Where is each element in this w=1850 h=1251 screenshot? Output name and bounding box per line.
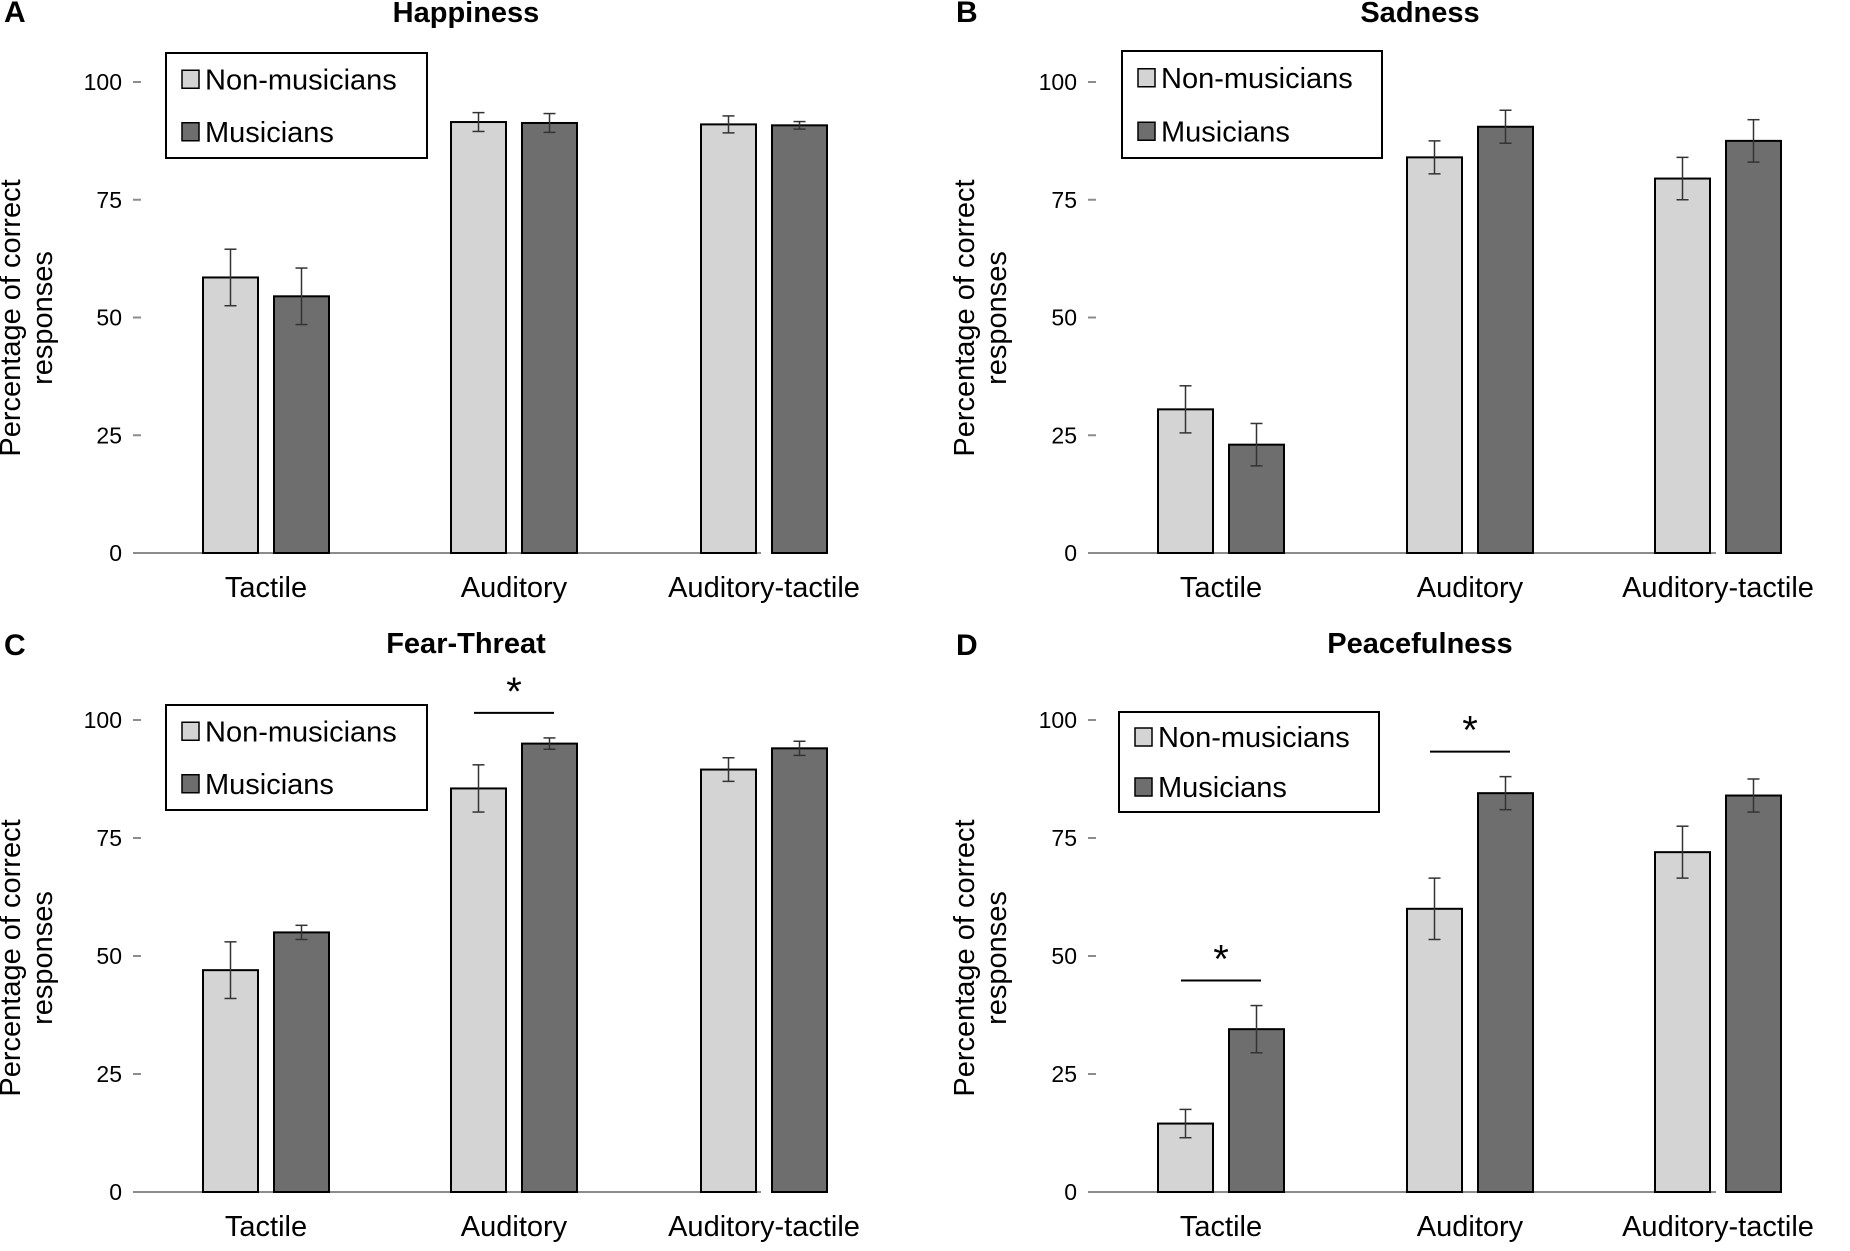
bar-musicians [771, 747, 828, 1193]
y-axis-label: Percentage of correctresponses [0, 179, 59, 456]
y-axis-label: Percentage of correctresponses [949, 179, 1013, 456]
y-tick-label: 75 [96, 825, 122, 851]
y-axis-label-line-2: responses [981, 891, 1013, 1025]
x-category-label: Auditory-tactile [1622, 1211, 1814, 1243]
bar-non-musicians [1406, 156, 1463, 555]
bar-non-musicians [1654, 851, 1711, 1193]
y-tick-label: 100 [1039, 707, 1077, 733]
y-tick-label: 0 [1064, 540, 1077, 566]
bar-non-musicians [700, 123, 757, 554]
y-tick-label: 75 [1051, 825, 1077, 851]
y-tick-label: 25 [96, 422, 122, 448]
legend-box [1118, 711, 1380, 813]
y-axis-label: Percentage of correctresponses [0, 819, 59, 1096]
bar-musicians [1477, 792, 1534, 1193]
legend-swatch-non-musicians [181, 69, 200, 89]
legend-label: Non-musicians [1158, 722, 1350, 754]
significance-star: * [1213, 938, 1229, 982]
bar-non-musicians [202, 969, 259, 1193]
bar-non-musicians [450, 787, 507, 1193]
bar-non-musicians [450, 121, 507, 554]
significance-star: * [1462, 709, 1478, 753]
x-category-label: Tactile [225, 1211, 307, 1243]
chart-title: Fear-Threat [386, 628, 546, 660]
y-tick-label: 0 [1064, 1179, 1077, 1205]
significance-star: * [506, 670, 522, 714]
y-axis-label-line-1: Percentage of correct [0, 179, 27, 456]
bar-musicians [1228, 443, 1285, 555]
y-axis-label-line-1: Percentage of correct [949, 819, 981, 1096]
bar-musicians [521, 742, 578, 1193]
y-tick-label: 75 [1051, 187, 1077, 213]
bar-musicians [521, 121, 578, 555]
chart-title: Peacefulness [1327, 628, 1512, 660]
panel-letter: C [4, 629, 26, 662]
legend-swatch-non-musicians [1137, 68, 1156, 88]
x-category-label: Tactile [1180, 572, 1262, 604]
y-tick-label: 100 [1039, 69, 1077, 95]
y-tick-label: 100 [84, 707, 122, 733]
y-tick-label: 100 [84, 69, 122, 95]
y-tick-label: 50 [1051, 305, 1077, 331]
legend-label: Musicians [205, 117, 334, 149]
legend-label: Non-musicians [205, 716, 397, 748]
y-tick-label: 25 [96, 1061, 122, 1087]
y-axis-label-line-1: Percentage of correct [0, 819, 27, 1096]
bar-musicians [1477, 125, 1534, 555]
legend-label: Non-musicians [1161, 63, 1353, 95]
bar-non-musicians [700, 768, 757, 1193]
y-tick-label: 50 [1051, 943, 1077, 969]
y-axis-label-line-2: responses [27, 891, 59, 1025]
y-axis-label-line-2: responses [27, 251, 59, 385]
x-category-label: Tactile [1180, 1211, 1262, 1243]
bar-non-musicians [1654, 177, 1711, 554]
legend-box [165, 52, 428, 159]
x-category-label: Auditory-tactile [1622, 572, 1814, 604]
legend-label: Non-musicians [205, 64, 397, 96]
bar-musicians [771, 124, 828, 554]
legend-swatch-musicians [1134, 777, 1153, 797]
chart-title: Happiness [393, 0, 540, 29]
x-category-label: Auditory-tactile [668, 1211, 860, 1243]
chart-title: Sadness [1360, 0, 1479, 29]
legend-swatch-non-musicians [1134, 727, 1153, 747]
panel-letter: B [956, 0, 978, 29]
legend-swatch-musicians [1137, 121, 1156, 141]
bar-musicians [273, 931, 330, 1194]
y-tick-label: 50 [96, 305, 122, 331]
x-category-label: Auditory-tactile [668, 572, 860, 604]
legend-swatch-non-musicians [181, 721, 200, 741]
legend-swatch-musicians [181, 774, 200, 794]
panel-letter: A [4, 0, 26, 29]
x-category-label: Auditory [461, 1211, 568, 1243]
legend-label: Musicians [205, 769, 334, 801]
legend-swatch-musicians [181, 122, 200, 142]
y-axis-label-line-2: responses [981, 251, 1013, 385]
y-axis-label: Percentage of correctresponses [949, 819, 1013, 1096]
legend-box [1121, 50, 1383, 159]
x-category-label: Tactile [225, 572, 307, 604]
y-tick-label: 0 [109, 1179, 122, 1205]
y-tick-label: 50 [96, 943, 122, 969]
y-tick-label: 75 [96, 187, 122, 213]
x-category-label: Auditory [1417, 572, 1524, 604]
y-tick-label: 25 [1051, 422, 1077, 448]
x-category-label: Auditory [1417, 1211, 1524, 1243]
bar-musicians [273, 295, 330, 554]
x-category-label: Auditory [461, 572, 568, 604]
bar-musicians [1228, 1028, 1285, 1194]
y-axis-label-line-1: Percentage of correct [949, 179, 981, 456]
panel-letter: D [956, 629, 978, 662]
y-tick-label: 25 [1051, 1061, 1077, 1087]
bar-musicians [1725, 794, 1782, 1194]
bar-musicians [1725, 139, 1782, 554]
bar-non-musicians [202, 276, 259, 554]
legend-box [165, 704, 428, 811]
legend-label: Musicians [1161, 116, 1290, 148]
legend-label: Musicians [1158, 772, 1287, 804]
bar-non-musicians [1406, 907, 1463, 1193]
y-tick-label: 0 [109, 540, 122, 566]
